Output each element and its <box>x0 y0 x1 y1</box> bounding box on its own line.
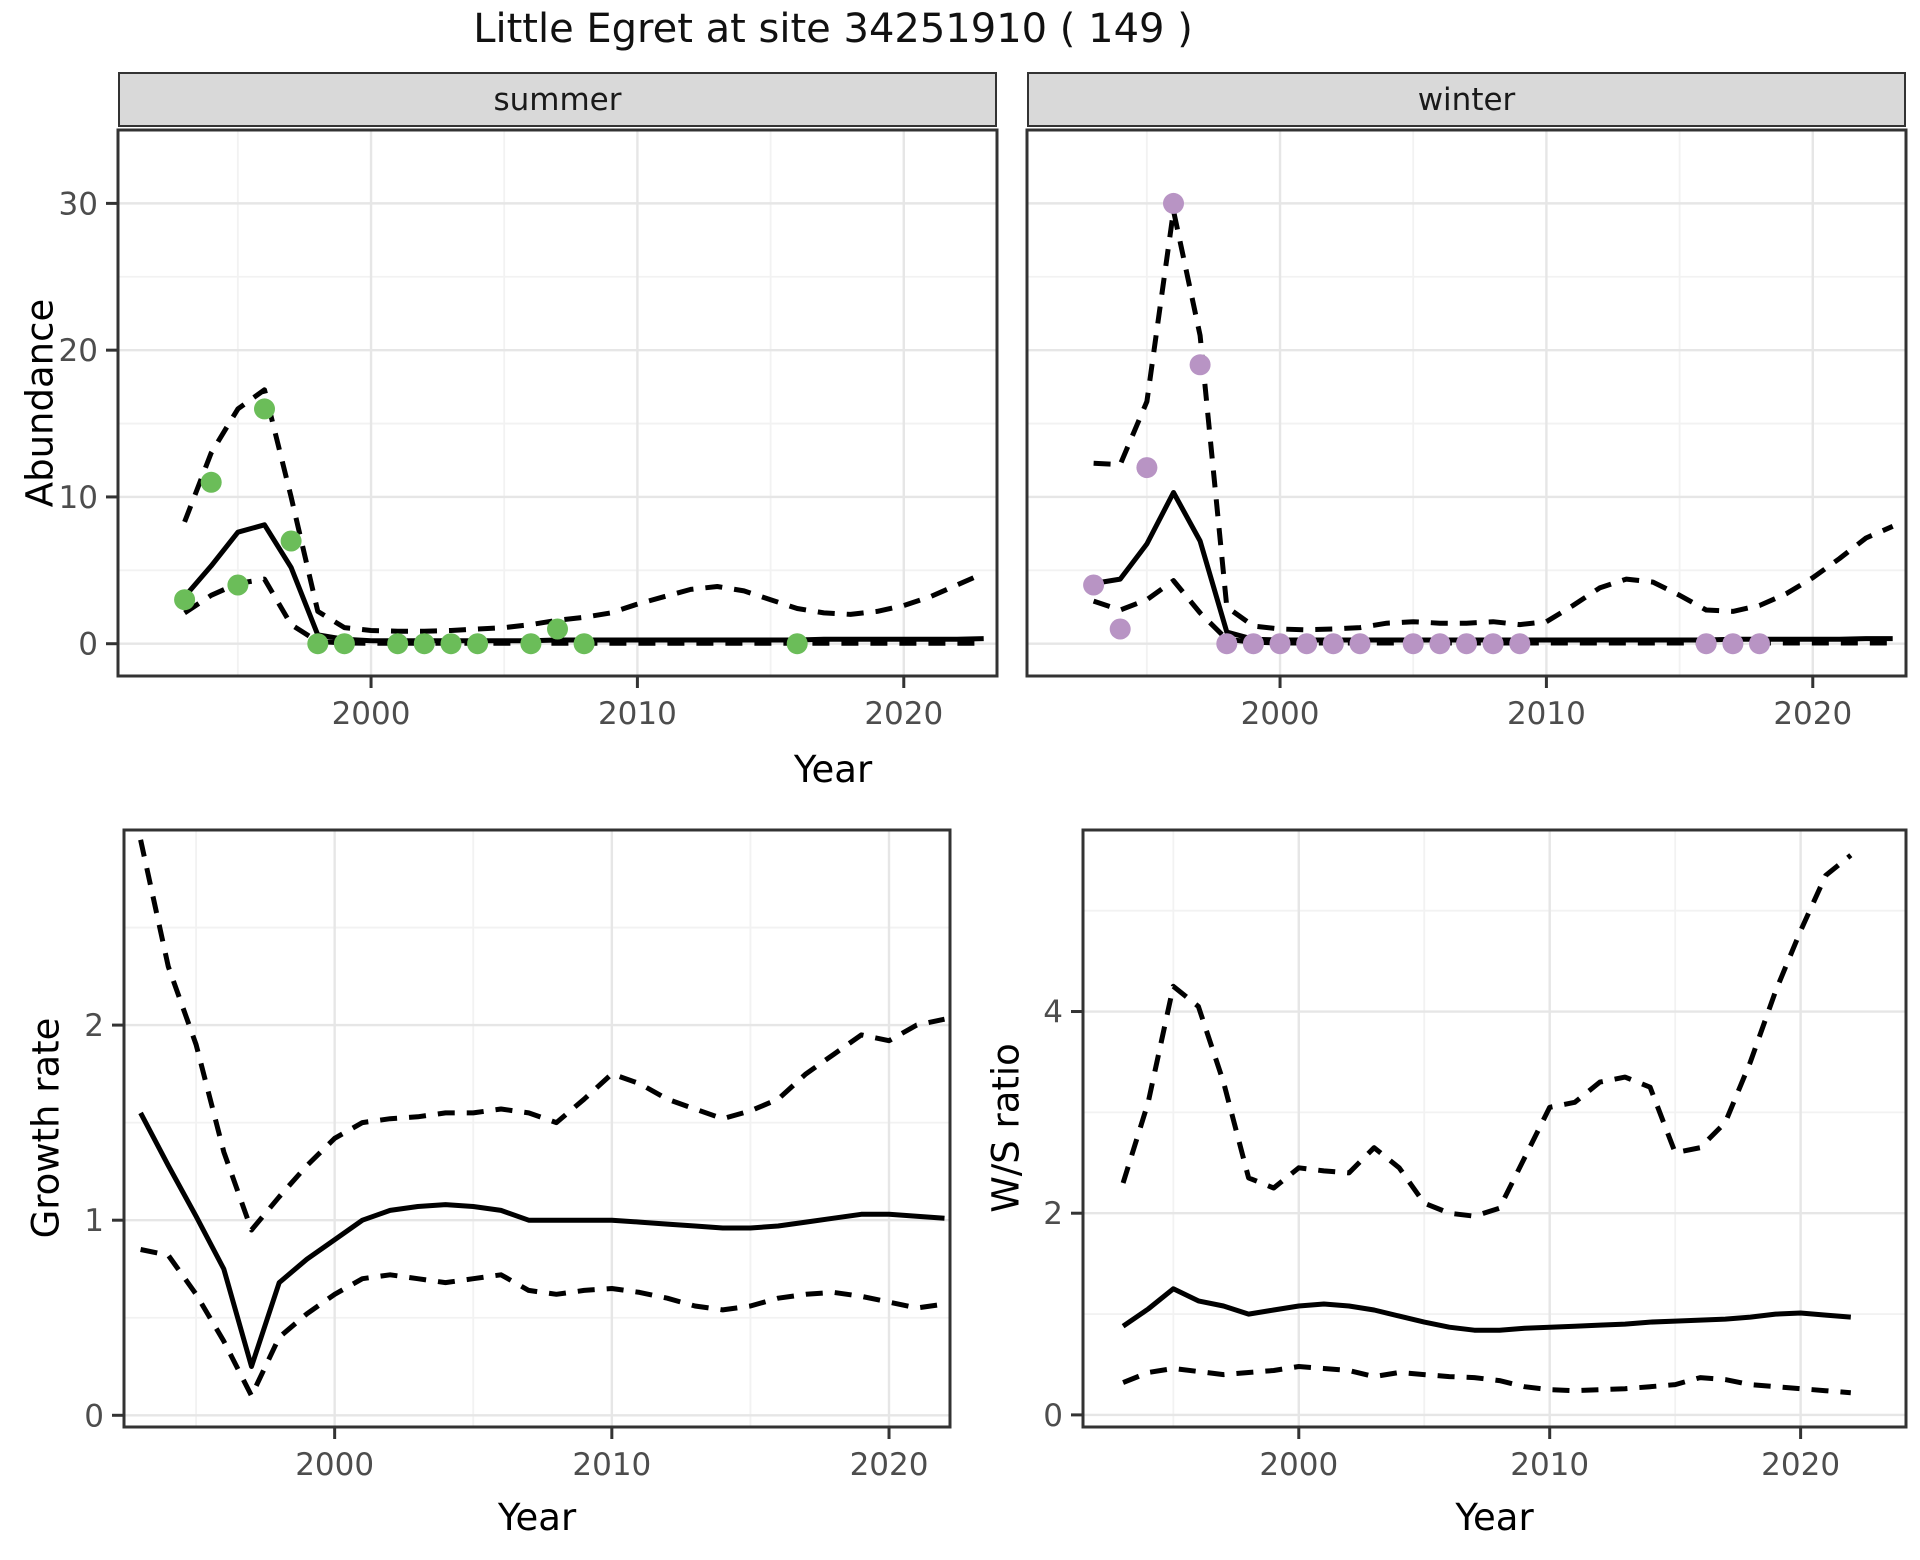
growth-rate-panel-border <box>122 828 952 1429</box>
y-tick-label: 30 <box>59 186 98 222</box>
abundance-winter-observed-points <box>1083 192 1770 655</box>
y-axis-title-abundance: Abundance <box>18 298 62 508</box>
y-axis-title-ws-ratio: W/S ratio <box>984 1043 1028 1213</box>
data-point <box>1402 633 1424 655</box>
data-point <box>1163 192 1184 214</box>
panel-abundance-winter: 2000 2010 2020 <box>1025 128 1908 732</box>
data-point <box>1136 457 1158 479</box>
growth-rate-lower-ci-line <box>140 1247 945 1399</box>
ws-ratio-lower-ci-line <box>1122 1364 1851 1396</box>
data-point <box>227 574 249 596</box>
data-point <box>333 633 355 655</box>
data-point <box>547 618 568 640</box>
abundance-summer-panel-background <box>118 130 997 676</box>
data-point <box>1456 633 1477 655</box>
x-tick-label: 2020 <box>1773 696 1852 732</box>
data-point <box>1296 633 1318 655</box>
data-point <box>1349 633 1371 655</box>
data-point <box>1242 633 1264 655</box>
y-tick-label: 0 <box>1043 1398 1063 1434</box>
panel-growth-rate: 2000 2010 2020 0 1 2 <box>84 828 952 1483</box>
ws-ratio-panel-background <box>1083 830 1906 1427</box>
data-point <box>200 471 222 493</box>
y-axis-title-growth-rate: Growth rate <box>24 1017 68 1239</box>
data-point <box>174 589 196 611</box>
y-tick-label: 1 <box>84 1203 104 1239</box>
x-axis-title-year-top: Year <box>793 748 873 791</box>
ws-ratio-panel-border <box>1081 828 1908 1429</box>
x-tick-label: 2000 <box>1259 1447 1338 1483</box>
data-point <box>1429 633 1451 655</box>
data-point <box>280 530 302 552</box>
x-tick-label: 2000 <box>1241 696 1320 732</box>
x-tick-label: 2010 <box>598 696 677 732</box>
growth-rate-panel-background <box>124 830 950 1427</box>
abundance-summer-upper-ci-line <box>182 387 985 634</box>
data-point <box>1749 633 1770 655</box>
y-tick-label: 20 <box>59 333 98 369</box>
ws-ratio-fit-line <box>1121 1286 1851 1333</box>
facet-strip-winter-label: winter <box>1417 81 1516 118</box>
facet-strip-summer: summer <box>118 72 997 127</box>
data-point <box>1722 633 1744 655</box>
abundance-winter-panel-border <box>1025 128 1908 678</box>
abundance-winter-upper-ci-line <box>1093 208 1894 633</box>
data-point <box>786 633 808 655</box>
facet-strip-summer-label: summer <box>493 81 622 118</box>
y-tick-label: 2 <box>1043 1196 1063 1232</box>
growth-rate-fit-line <box>138 1111 945 1369</box>
x-tick-label: 2000 <box>332 696 411 732</box>
x-axis-title-year-growth: Year <box>497 1496 577 1539</box>
figure-title: Little Egret at site 34251910 ( 149 ) <box>473 6 1193 52</box>
data-point <box>467 633 489 655</box>
data-point <box>1189 354 1211 376</box>
x-tick-label: 2020 <box>1761 1447 1840 1483</box>
panel-ws-ratio: 2000 2010 2020 0 2 4 <box>1043 828 1908 1483</box>
data-point <box>1109 618 1131 640</box>
data-point <box>1322 633 1344 655</box>
abundance-summer-panel-border <box>116 128 999 678</box>
data-point <box>1083 574 1105 596</box>
growth-rate-upper-ci-line <box>138 839 946 1233</box>
data-point <box>440 633 462 655</box>
data-point <box>1482 633 1504 655</box>
abundance-summer-observed-points <box>174 398 808 655</box>
data-point <box>307 633 329 655</box>
x-tick-label: 2000 <box>295 1447 374 1483</box>
x-tick-label: 2010 <box>1507 696 1586 732</box>
x-tick-label: 2010 <box>572 1447 651 1483</box>
facet-strip-winter: winter <box>1027 72 1906 127</box>
data-point <box>254 398 275 420</box>
x-tick-label: 2010 <box>1510 1447 1589 1483</box>
data-point <box>573 633 595 655</box>
panel-abundance-summer: 2000 2010 2020 0 10 20 30 <box>59 128 999 732</box>
data-point <box>413 633 435 655</box>
x-tick-label: 2020 <box>850 1447 929 1483</box>
y-tick-label: 10 <box>59 480 98 516</box>
x-axis-title-year-ws: Year <box>1455 1496 1534 1539</box>
y-tick-label: 4 <box>1043 995 1063 1031</box>
x-tick-label: 2020 <box>864 696 943 732</box>
data-point <box>1216 633 1238 655</box>
data-point <box>1269 633 1291 655</box>
data-point <box>387 633 409 655</box>
data-point <box>520 633 542 655</box>
y-tick-label: 0 <box>84 1398 104 1434</box>
y-tick-label: 2 <box>84 1008 104 1044</box>
y-tick-label: 0 <box>78 627 98 663</box>
ws-ratio-upper-ci-line <box>1120 853 1853 1219</box>
data-point <box>1695 633 1717 655</box>
data-point <box>1509 633 1531 655</box>
